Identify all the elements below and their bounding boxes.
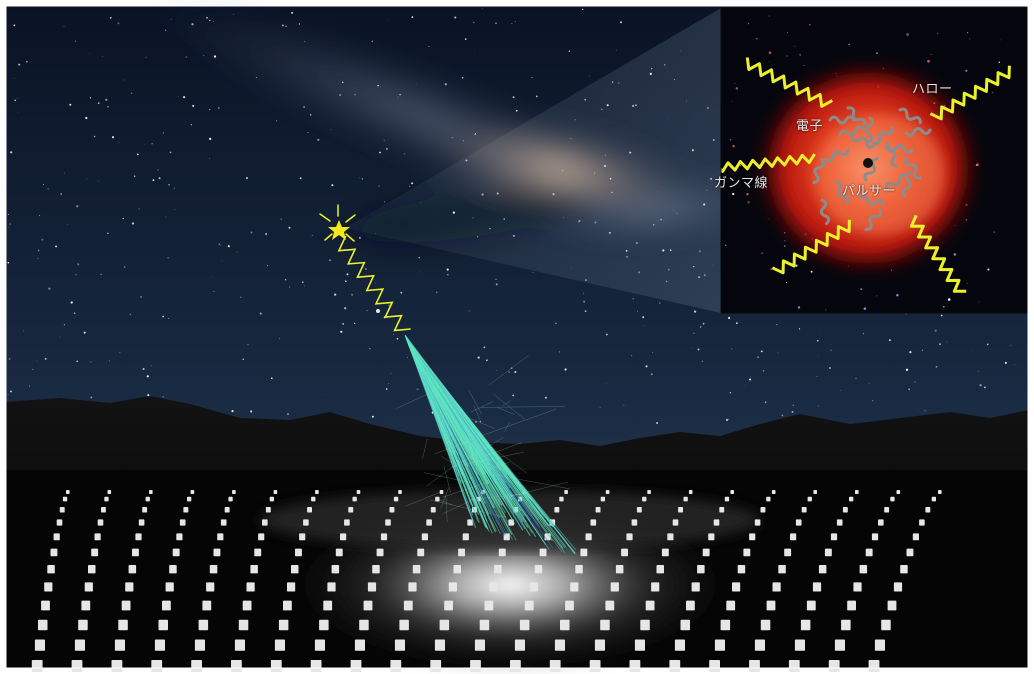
- pulsar: [863, 158, 873, 168]
- star-icon: [328, 220, 350, 240]
- pulsar-inset: [720, 7, 1029, 314]
- gamma-ray-label: ガンマ線: [714, 176, 769, 191]
- electron-label: 電子: [796, 119, 824, 134]
- pulsar-label: パルサー: [842, 184, 897, 199]
- view-cone: [345, 8, 721, 313]
- gamma-ray-wave: [337, 235, 411, 332]
- halo-label: ハロー: [912, 82, 953, 97]
- detector-array: [31, 490, 942, 672]
- air-shower: [396, 334, 578, 556]
- inset-gamma-rays: [721, 57, 1011, 293]
- gamma-ray-source: [319, 204, 356, 242]
- electrons: [812, 106, 932, 231]
